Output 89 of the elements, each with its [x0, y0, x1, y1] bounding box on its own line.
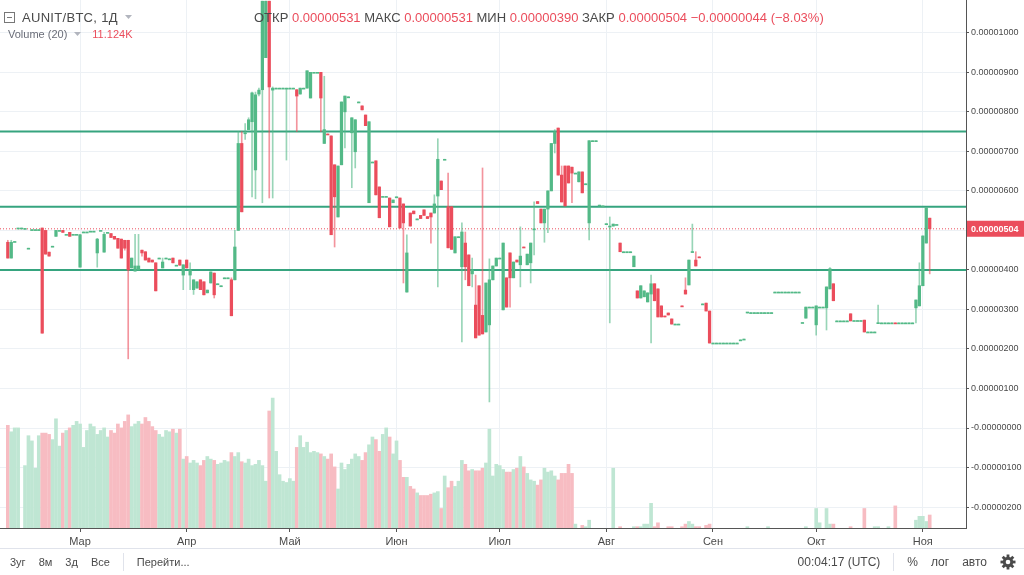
bar [270, 397, 275, 528]
bar [291, 480, 296, 528]
bar [298, 435, 303, 528]
candlestick [649, 274, 653, 344]
bar [525, 473, 530, 528]
y-tick-label: 0.00000200 [971, 343, 1019, 354]
bar [921, 515, 925, 528]
y-tick-label: 0.00000900 [971, 66, 1019, 77]
x-tick-label: Июл [488, 534, 511, 547]
y-tick-label: -0.00000200 [971, 501, 1022, 512]
text: 3д [65, 556, 78, 568]
bar [656, 522, 660, 528]
candlestick [322, 75, 326, 144]
candlestick [126, 239, 130, 360]
bar [549, 470, 554, 528]
bar [47, 434, 51, 528]
text: лог [930, 555, 950, 569]
text: AUNIT/BTC, 1Д [22, 9, 118, 25]
bar [914, 519, 918, 528]
annotation: 11.124K [92, 28, 133, 40]
y-tick-label: 0.00000100 [971, 382, 1019, 393]
bar [508, 471, 512, 528]
bar [71, 424, 75, 528]
candlestick [350, 117, 354, 189]
candlestick [570, 166, 574, 204]
bar [501, 469, 505, 528]
y-tick-label: 0.00000400 [971, 264, 1019, 275]
bar [171, 428, 175, 528]
y-tick-label: 0.00000800 [971, 106, 1019, 117]
text: Перейти... [136, 556, 190, 568]
candlestick [532, 201, 536, 256]
x-tick-label: Апр [176, 534, 197, 547]
bar [9, 431, 14, 528]
x-tick-label: Ноя [912, 534, 933, 547]
x-tick-label: Авг [597, 534, 615, 547]
bar [532, 480, 536, 528]
bar [126, 414, 131, 528]
candlestick [876, 304, 880, 325]
x-tick-label: Июн [385, 534, 408, 547]
x-tick-label: Сен [702, 534, 724, 547]
text: 00:04:17 (UTC) [797, 555, 881, 569]
x-tick-label: Май [279, 534, 301, 547]
candlestick [436, 138, 440, 288]
bar [814, 508, 819, 528]
bar [539, 479, 543, 528]
bar [398, 460, 402, 528]
candlestick [188, 262, 192, 291]
bar [243, 462, 247, 528]
bar [226, 461, 230, 528]
text: авто [962, 555, 987, 569]
chart-title: Volume (20) [8, 28, 68, 40]
bar [704, 525, 708, 528]
bar [16, 427, 20, 528]
y-tick-label: 0.00000700 [971, 145, 1019, 156]
bar [649, 502, 653, 528]
y-tick-label: 0.00000600 [971, 185, 1019, 196]
text: % [907, 555, 918, 569]
y-tick-label: 0.00001000 [971, 27, 1019, 38]
candlestick [243, 123, 247, 140]
bar [109, 430, 113, 528]
candlestick [133, 234, 137, 272]
bar [927, 514, 932, 528]
bar [893, 505, 898, 528]
bar [611, 467, 616, 528]
text: Все [90, 556, 110, 568]
candlestick [295, 89, 299, 132]
bar [587, 519, 591, 528]
y-tick-label: 0.00000300 [971, 303, 1019, 314]
bar [515, 467, 519, 528]
bar [188, 462, 192, 528]
x-tick-label: Мар [69, 534, 91, 547]
bar [267, 410, 272, 528]
bar [439, 508, 444, 528]
bar [463, 463, 468, 528]
y-tick-label: -0.00000100 [971, 462, 1022, 473]
bar [195, 462, 199, 528]
text: 8м [38, 556, 53, 568]
bar [157, 434, 161, 528]
bar [429, 493, 433, 528]
bar [415, 492, 419, 528]
bar [177, 428, 182, 528]
y-tick-label: -0.00000000 [971, 422, 1022, 433]
text: 3уг [10, 556, 26, 568]
candlestick [429, 212, 433, 244]
x-tick-label: Окт [806, 534, 826, 547]
bar [384, 427, 389, 528]
ref-line-label: 0.00000504 [971, 223, 1019, 234]
bar [687, 521, 691, 528]
bar [236, 452, 241, 528]
